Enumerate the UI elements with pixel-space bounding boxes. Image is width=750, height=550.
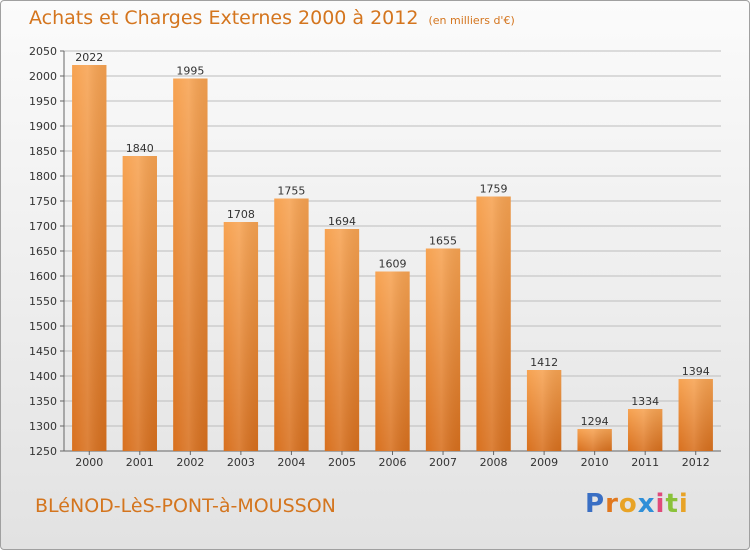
x-tick-label: 2009 xyxy=(530,456,558,469)
bar-highlight xyxy=(173,78,208,451)
bar-value-label: 1655 xyxy=(429,235,457,248)
brand-letter: r xyxy=(605,489,619,519)
bar-highlight xyxy=(526,370,562,451)
y-tick-label: 1900 xyxy=(29,120,57,133)
brand-letter: t xyxy=(665,489,679,519)
x-tick-label: 2000 xyxy=(75,456,103,469)
y-tick-label: 1700 xyxy=(29,220,57,233)
x-tick-label: 2007 xyxy=(429,456,457,469)
x-tick-label: 2006 xyxy=(379,456,407,469)
bar-value-label: 1609 xyxy=(379,258,407,271)
bar-highlight xyxy=(122,156,157,451)
bar-highlight xyxy=(628,409,663,451)
bar-highlight xyxy=(274,198,309,451)
x-tick-label: 2008 xyxy=(480,456,508,469)
bar-value-label: 1708 xyxy=(227,208,255,221)
bars xyxy=(72,65,713,451)
bar-highlight xyxy=(223,222,259,451)
bar-value-label: 1694 xyxy=(328,215,356,228)
labels: 1250 1300 1350 1400 1450 1500 1550 1600 1650 1700… xyxy=(29,45,710,469)
bar-highlight xyxy=(72,65,107,451)
bar-highlight xyxy=(375,271,410,451)
x-tick-label: 2001 xyxy=(126,456,154,469)
bar-highlight xyxy=(476,196,511,451)
bar-highlight xyxy=(678,379,713,451)
bar-value-label: 2022 xyxy=(75,51,103,64)
x-tick-label: 2012 xyxy=(682,456,710,469)
y-tick-label: 1650 xyxy=(29,245,57,258)
y-tick-label: 1750 xyxy=(29,195,57,208)
bar-value-label: 1294 xyxy=(581,415,609,428)
y-tick-label: 1450 xyxy=(29,345,57,358)
y-tick-label: 2000 xyxy=(29,70,57,83)
x-tick-label: 2004 xyxy=(277,456,305,469)
bar-value-label: 1412 xyxy=(530,356,558,369)
bar-value-label: 1759 xyxy=(480,183,508,196)
bar-value-label: 1995 xyxy=(176,65,204,78)
bar-highlight xyxy=(577,429,612,451)
chart-subtitle: (en milliers d'€) xyxy=(428,14,515,27)
bar-highlight xyxy=(324,229,360,451)
city-name: BLéNOD-LèS-PONT-à-MOUSSON xyxy=(35,495,336,517)
y-tick-label: 2050 xyxy=(29,45,57,58)
brand-logo: Proxiti xyxy=(585,489,689,519)
x-tick-label: 2005 xyxy=(328,456,356,469)
brand-letter: i xyxy=(678,489,689,519)
y-tick-label: 1300 xyxy=(29,420,57,433)
brand-letter: P xyxy=(585,489,606,519)
bar-highlight xyxy=(425,248,461,451)
y-tick-label: 1550 xyxy=(29,295,57,308)
x-tick-label: 2010 xyxy=(581,456,609,469)
y-tick-label: 1400 xyxy=(29,370,57,383)
bar-value-label: 1334 xyxy=(631,395,659,408)
x-tick-label: 2011 xyxy=(631,456,659,469)
chart-title: Achats et Charges Externes 2000 à 2012 (e… xyxy=(29,7,515,29)
x-tick-label: 2002 xyxy=(176,456,204,469)
brand-letter: i xyxy=(655,489,666,519)
brand-letter: o xyxy=(618,489,638,519)
bar-value-label: 1394 xyxy=(682,365,710,378)
y-tick-label: 1600 xyxy=(29,270,57,283)
title-text: Achats et Charges Externes 2000 à 2012 xyxy=(29,7,419,29)
y-tick-label: 1850 xyxy=(29,145,57,158)
y-tick-label: 1250 xyxy=(29,445,57,458)
bar-value-label: 1840 xyxy=(126,142,154,155)
y-tick-label: 1800 xyxy=(29,170,57,183)
bar-value-label: 1755 xyxy=(277,185,305,198)
y-tick-label: 1350 xyxy=(29,395,57,408)
brand-letter: x xyxy=(637,489,656,519)
y-tick-label: 1500 xyxy=(29,320,57,333)
x-tick-label: 2003 xyxy=(227,456,255,469)
y-tick-label: 1950 xyxy=(29,95,57,108)
